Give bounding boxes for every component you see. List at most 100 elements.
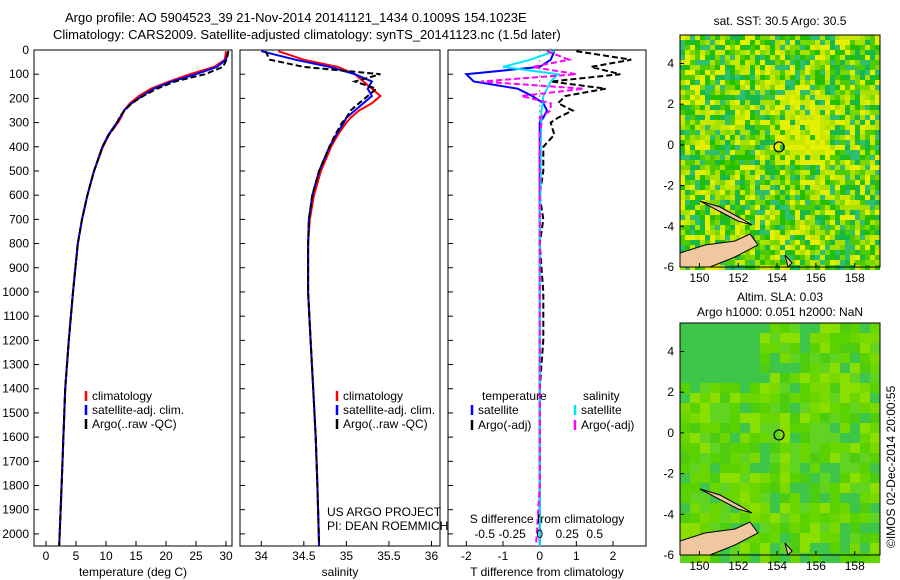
sst-map-cell bbox=[770, 225, 775, 230]
sla-map-cell bbox=[740, 553, 750, 563]
sla-map-cell bbox=[850, 433, 860, 443]
sst-map-cell bbox=[695, 75, 700, 80]
sla-map-cell bbox=[740, 353, 750, 363]
sst-map-cell bbox=[790, 185, 795, 190]
sla-map-cell bbox=[790, 353, 800, 363]
sst-map-cell bbox=[790, 255, 795, 260]
sst-map-ytick-label: 0 bbox=[667, 138, 674, 152]
sst-map-cell bbox=[740, 185, 745, 190]
sla-map-cell bbox=[810, 543, 820, 553]
sst-map-cell bbox=[700, 235, 705, 240]
sst-map-cell bbox=[715, 60, 720, 65]
sst-map-cell bbox=[805, 255, 810, 260]
sst-map-cell bbox=[680, 150, 685, 155]
sst-map-cell bbox=[780, 220, 785, 225]
sst-map-cell bbox=[850, 210, 855, 215]
sla-map-cell bbox=[730, 483, 740, 493]
sst-map-cell bbox=[730, 180, 735, 185]
sst-map-cell bbox=[710, 115, 715, 120]
sst-map-cell bbox=[755, 250, 760, 255]
sst-map-cell bbox=[775, 120, 780, 125]
sst-map-cell bbox=[765, 165, 770, 170]
sla-map-cell bbox=[720, 383, 730, 393]
sst-map-cell bbox=[875, 40, 880, 45]
sst-map-cell bbox=[780, 85, 785, 90]
sst-map-cell bbox=[800, 55, 805, 60]
sst-map-cell bbox=[775, 80, 780, 85]
sst-map-cell bbox=[745, 120, 750, 125]
sla-map-cell bbox=[710, 323, 720, 333]
sst-map-cell bbox=[860, 170, 865, 175]
sst-map-cell bbox=[785, 70, 790, 75]
sst-map-cell bbox=[830, 185, 835, 190]
sla-map-cell bbox=[870, 413, 880, 423]
sst-map-cell bbox=[690, 45, 695, 50]
sst-map-cell bbox=[810, 65, 815, 70]
sst-map-cell bbox=[840, 65, 845, 70]
sst-map-cell bbox=[680, 105, 685, 110]
sst-map-cell bbox=[815, 130, 820, 135]
sst-map-cell bbox=[765, 175, 770, 180]
sst-map-cell bbox=[810, 185, 815, 190]
sst-map-cell bbox=[750, 95, 755, 100]
sst-map-cell bbox=[870, 75, 875, 80]
sst-map-cell bbox=[850, 195, 855, 200]
salinity-series-2 bbox=[264, 50, 381, 547]
sst-map-cell bbox=[735, 225, 740, 230]
sst-map-cell bbox=[820, 255, 825, 260]
sst-map-cell bbox=[870, 210, 875, 215]
sst-map-cell bbox=[820, 165, 825, 170]
sst-map-cell bbox=[810, 215, 815, 220]
sst-map-cell bbox=[830, 130, 835, 135]
sst-map-cell bbox=[680, 220, 685, 225]
sst-map-cell bbox=[805, 195, 810, 200]
sst-map-cell bbox=[740, 45, 745, 50]
sst-map-cell bbox=[805, 120, 810, 125]
sst-map-cell bbox=[850, 135, 855, 140]
sst-map-cell bbox=[770, 55, 775, 60]
sst-map-cell bbox=[790, 80, 795, 85]
sla-map-cell bbox=[690, 453, 700, 463]
sst-map-cell bbox=[830, 230, 835, 235]
sst-map-cell bbox=[835, 95, 840, 100]
sst-map-cell bbox=[810, 75, 815, 80]
sst-map-cell bbox=[760, 250, 765, 255]
sla-map-cell bbox=[750, 553, 760, 563]
sla-map-cell bbox=[780, 523, 790, 533]
sst-map-cell bbox=[870, 65, 875, 70]
sst-map-cell bbox=[800, 120, 805, 125]
sla-map-cell bbox=[680, 503, 690, 513]
sst-map-cell bbox=[725, 130, 730, 135]
sst-map-cell bbox=[875, 65, 880, 70]
sst-map-cell bbox=[795, 240, 800, 245]
sst-map-cell bbox=[860, 255, 865, 260]
sst-map-cell bbox=[700, 130, 705, 135]
sla-map-cell bbox=[780, 403, 790, 413]
sst-map-cell bbox=[825, 45, 830, 50]
sla-map-cell bbox=[690, 373, 700, 383]
sla-map-cell bbox=[800, 493, 810, 503]
sst-map-cell bbox=[825, 135, 830, 140]
sst-map-cell bbox=[845, 155, 850, 160]
sst-map-cell bbox=[765, 150, 770, 155]
sla-map-cell bbox=[790, 543, 800, 553]
sla-map-cell bbox=[760, 373, 770, 383]
sst-map-cell bbox=[710, 135, 715, 140]
sst-map-cell bbox=[700, 230, 705, 235]
sst-map-cell bbox=[745, 180, 750, 185]
sst-map-cell bbox=[840, 95, 845, 100]
sst-map-cell bbox=[845, 175, 850, 180]
sst-map-cell bbox=[825, 80, 830, 85]
sla-map-cell bbox=[840, 483, 850, 493]
sst-map-cell bbox=[685, 215, 690, 220]
sst-map-cell bbox=[780, 150, 785, 155]
sst-map-cell bbox=[860, 135, 865, 140]
sst-map-cell bbox=[875, 170, 880, 175]
sst-map-cell bbox=[765, 185, 770, 190]
sst-map-cell bbox=[795, 210, 800, 215]
sst-map-cell bbox=[775, 225, 780, 230]
sst-map-cell bbox=[830, 235, 835, 240]
sst-map-cell bbox=[720, 55, 725, 60]
sst-map-cell bbox=[695, 90, 700, 95]
sst-map-cell bbox=[700, 210, 705, 215]
